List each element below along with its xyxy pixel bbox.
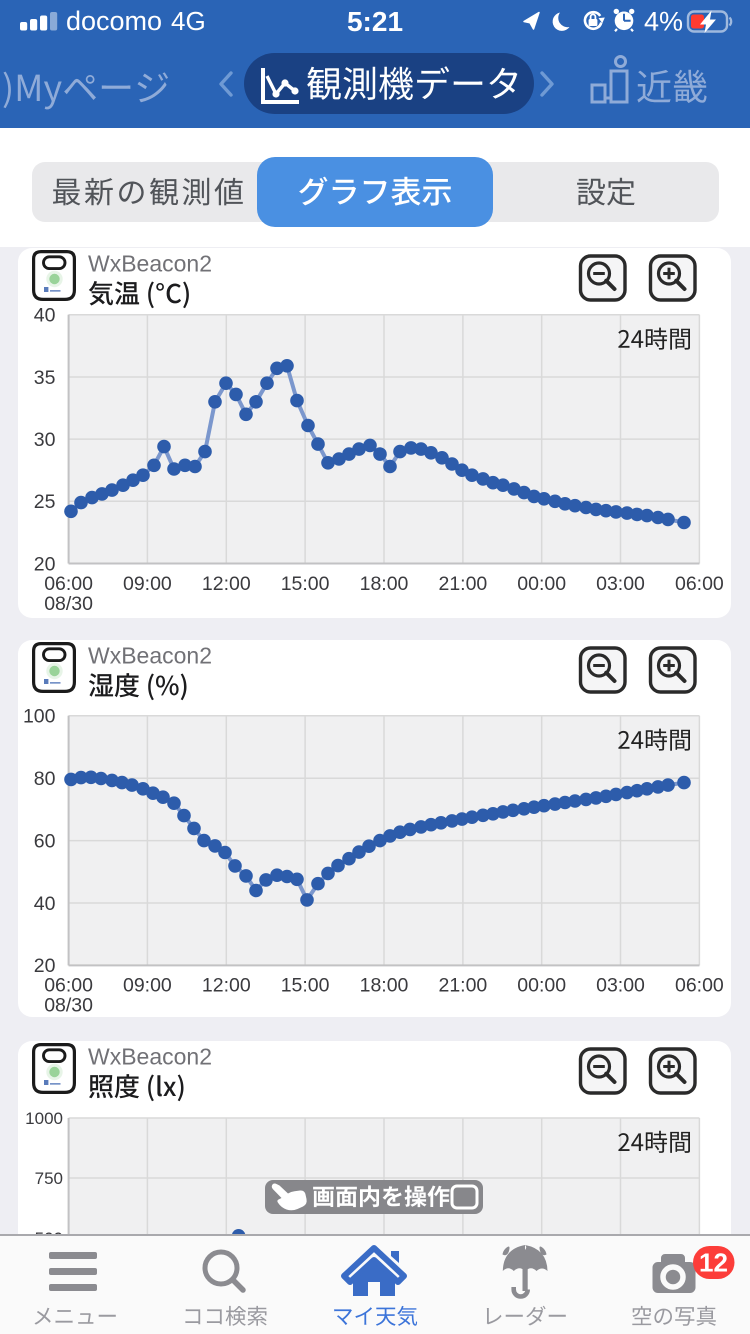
svg-text:500: 500 <box>35 1229 63 1234</box>
svg-text:18:00: 18:00 <box>360 573 409 595</box>
svg-text:1000: 1000 <box>25 1109 63 1128</box>
svg-text:03:00: 03:00 <box>596 573 645 595</box>
svg-text:00:00: 00:00 <box>517 975 566 997</box>
svg-text:4%: 4% <box>644 7 683 37</box>
svg-text:4G: 4G <box>171 6 206 36</box>
svg-text:20: 20 <box>34 955 56 977</box>
svg-text:09:00: 09:00 <box>123 975 172 997</box>
svg-text:15:00: 15:00 <box>281 573 330 595</box>
svg-text:40: 40 <box>34 893 56 915</box>
svg-text:5:21: 5:21 <box>347 6 403 37</box>
svg-text:03:00: 03:00 <box>596 975 645 997</box>
svg-text:08/30: 08/30 <box>44 995 93 1017</box>
svg-text:00:00: 00:00 <box>517 573 566 595</box>
svg-text:40: 40 <box>34 305 56 327</box>
svg-text:09:00: 09:00 <box>123 573 172 595</box>
svg-text:WxBeacon2: WxBeacon2 <box>88 251 212 277</box>
svg-text:100: 100 <box>23 706 56 728</box>
svg-text:21:00: 21:00 <box>438 573 487 595</box>
svg-text:25: 25 <box>34 491 56 513</box>
svg-text:80: 80 <box>34 768 56 790</box>
svg-text:18:00: 18:00 <box>360 975 409 997</box>
svg-text:750: 750 <box>35 1169 63 1188</box>
svg-text:35: 35 <box>34 367 56 389</box>
svg-text:12: 12 <box>699 1248 728 1278</box>
svg-text:21:00: 21:00 <box>438 975 487 997</box>
svg-text:12:00: 12:00 <box>202 975 251 997</box>
svg-text:docomo: docomo <box>66 6 162 36</box>
svg-text:WxBeacon2: WxBeacon2 <box>88 643 212 669</box>
svg-text:WxBeacon2: WxBeacon2 <box>88 1044 212 1070</box>
svg-text:20: 20 <box>34 553 56 575</box>
svg-text:60: 60 <box>34 830 56 852</box>
svg-text:30: 30 <box>34 429 56 451</box>
svg-text:12:00: 12:00 <box>202 573 251 595</box>
svg-text:06:00: 06:00 <box>675 975 724 997</box>
svg-text:06:00: 06:00 <box>44 975 93 997</box>
svg-text:15:00: 15:00 <box>281 975 330 997</box>
svg-text:06:00: 06:00 <box>44 573 93 595</box>
svg-text:06:00: 06:00 <box>675 573 724 595</box>
svg-text:08/30: 08/30 <box>44 593 93 615</box>
